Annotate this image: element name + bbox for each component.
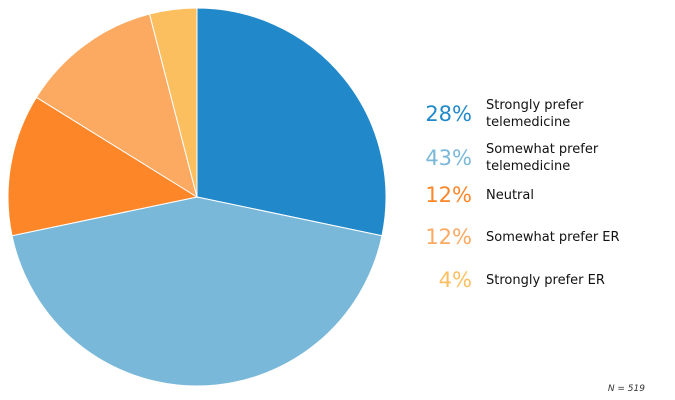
legend-item-strongly-prefer-telemedicine: 28% Strongly prefer telemedicine	[410, 97, 646, 131]
legend-percent: 28%	[425, 102, 472, 126]
legend-percent: 43%	[425, 146, 472, 170]
legend-percent: 12%	[425, 183, 472, 207]
legend-item-somewhat-prefer-telemedicine: 43% Somewhat prefer telemedicine	[410, 141, 646, 175]
legend-item-neutral: 12% Neutral	[410, 183, 646, 207]
sample-size-note: N = 519	[607, 384, 645, 394]
legend-label: Strongly prefer telemedicine	[486, 98, 584, 130]
pie-chart	[7, 7, 387, 387]
legend-label: Somewhat prefer telemedicine	[486, 142, 599, 174]
legend-label: Somewhat prefer ER	[486, 229, 620, 245]
pie-slice-somewhat-prefer-telemedicine	[11, 196, 383, 387]
legend-percent: 4%	[438, 268, 472, 292]
legend-label: Strongly prefer ER	[486, 272, 605, 288]
legend-label: Neutral	[486, 187, 534, 203]
pie-slice-strongly-prefer-telemedicine	[196, 7, 387, 237]
pie-slice-strongly-prefer-er	[148, 7, 198, 198]
legend-percent: 12%	[425, 225, 472, 249]
legend-item-somewhat-prefer-er: 12% Somewhat prefer ER	[410, 225, 646, 249]
pie-slice-somewhat-prefer-er	[35, 13, 198, 199]
pie-slice-neutral	[7, 96, 199, 237]
legend-item-strongly-prefer-er: 4% Strongly prefer ER	[410, 268, 646, 292]
